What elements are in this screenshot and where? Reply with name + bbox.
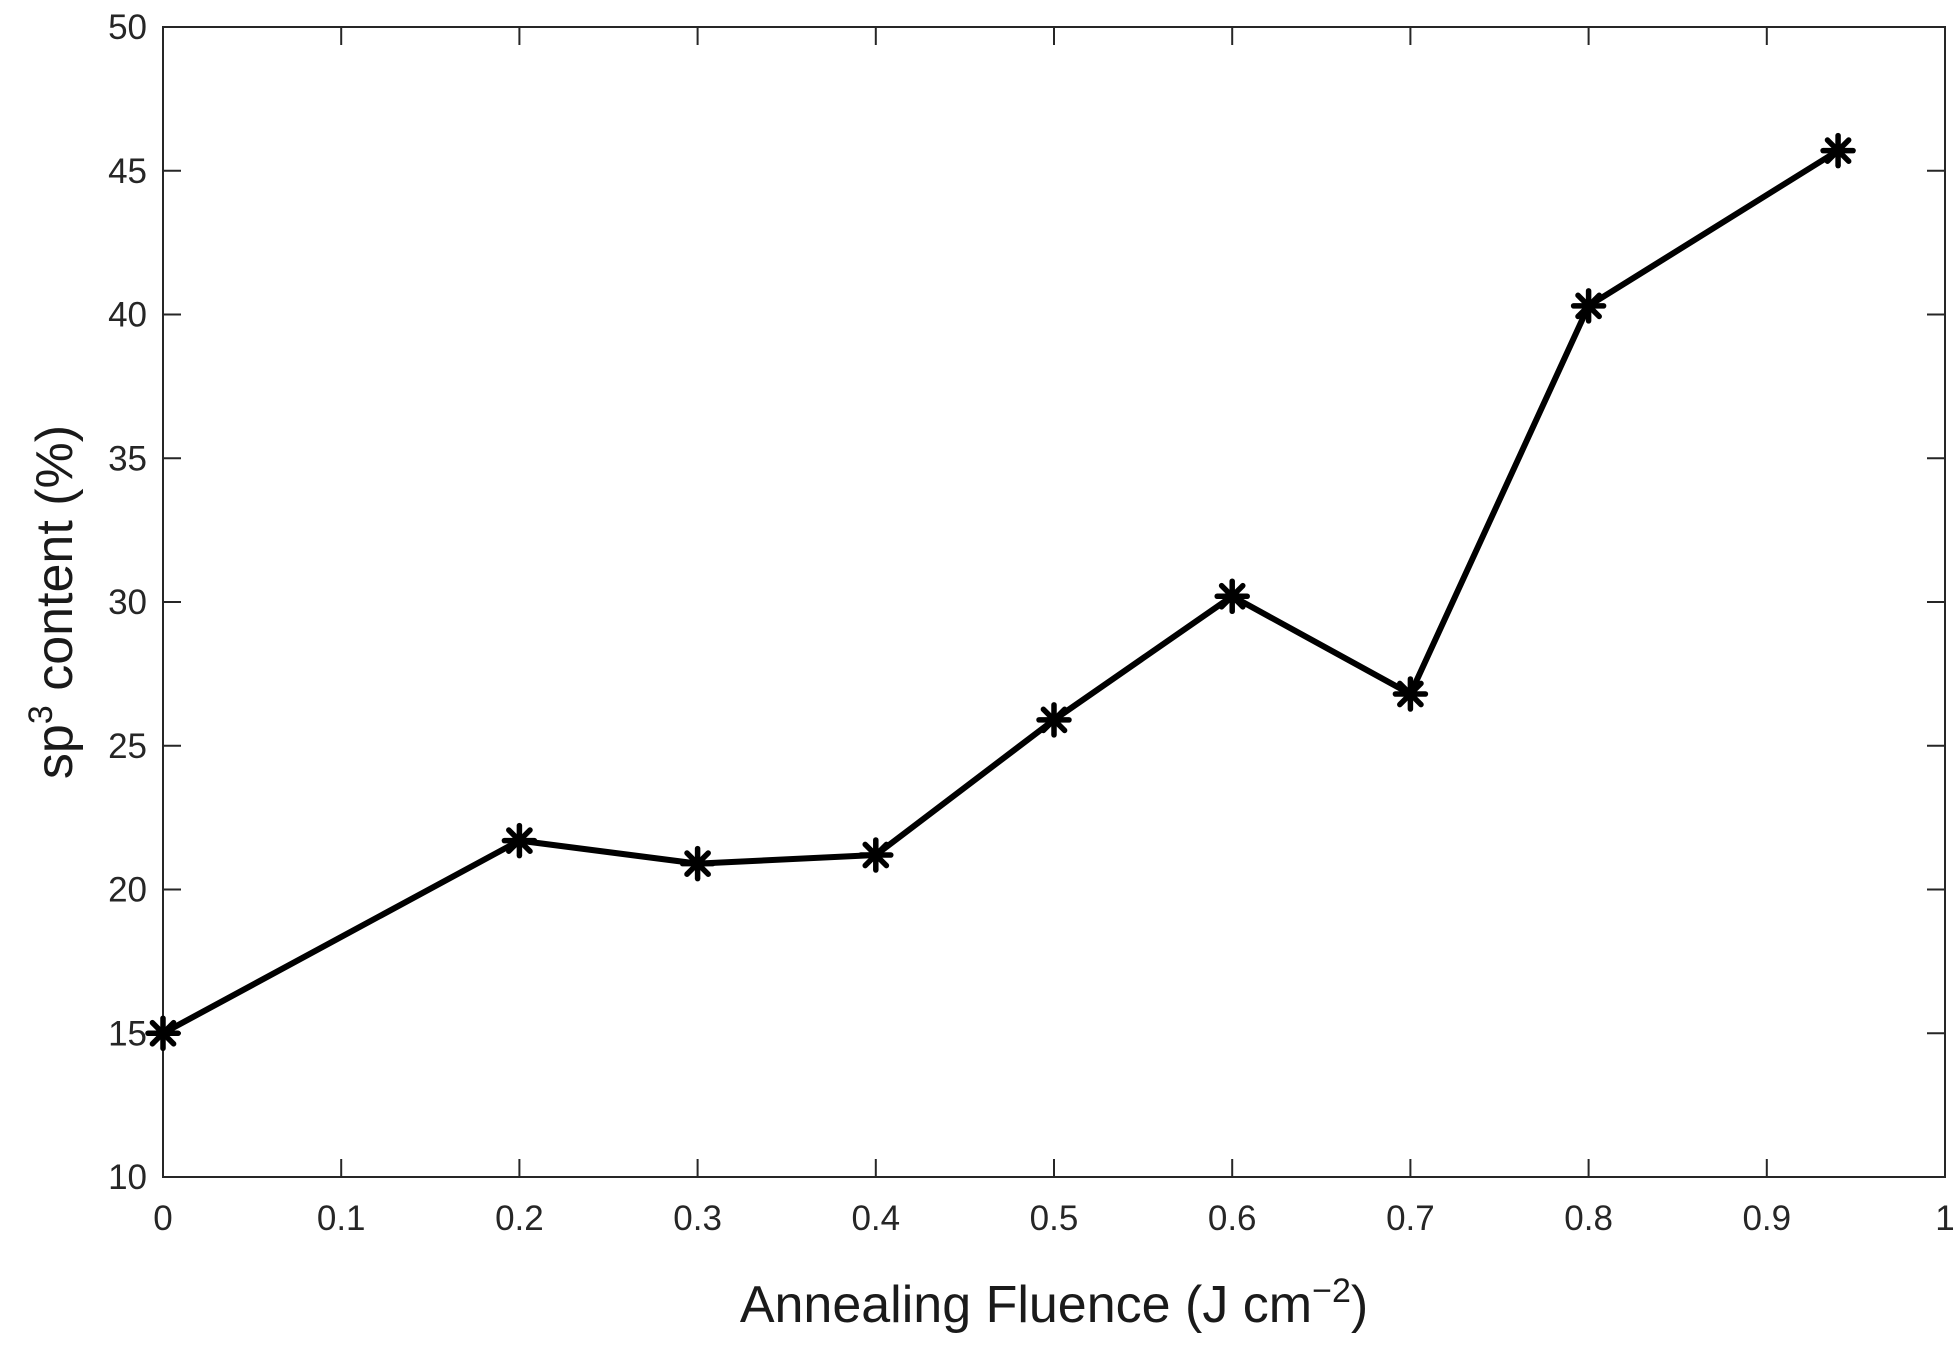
x-tick-label: 0.1 bbox=[317, 1199, 366, 1238]
data-point-marker bbox=[1570, 288, 1607, 324]
y-tick-label: 50 bbox=[108, 8, 147, 47]
x-tick-label: 0.4 bbox=[851, 1199, 900, 1238]
x-axis-ticks: 0 0.1 0.2 0.3 0.4 0.5 0.6 0.7 0.8 0.9 1 bbox=[153, 27, 1955, 1238]
y-tick-label: 35 bbox=[108, 439, 147, 478]
data-point-marker bbox=[145, 1015, 181, 1051]
x-tick-label: 0.5 bbox=[1030, 1199, 1079, 1238]
series-layer bbox=[145, 132, 1856, 1051]
x-tick-label: 1 bbox=[1935, 1199, 1954, 1238]
x-axis-title-superscript: −2 bbox=[1312, 1272, 1351, 1310]
x-tick-label: 0.3 bbox=[673, 1199, 722, 1238]
x-tick-label: 0.7 bbox=[1386, 1199, 1435, 1238]
y-tick-label: 15 bbox=[108, 1014, 147, 1053]
x-tick-label: 0.9 bbox=[1742, 1199, 1791, 1238]
x-tick-label: 0.2 bbox=[495, 1199, 544, 1238]
plot-area bbox=[162, 26, 1946, 1178]
data-point-marker bbox=[1392, 676, 1429, 712]
data-point-marker bbox=[501, 822, 538, 859]
x-tick-label: 0.8 bbox=[1564, 1199, 1613, 1238]
data-point-marker bbox=[679, 845, 716, 882]
y-tick-label: 40 bbox=[108, 296, 147, 335]
x-axis-title-tail: ) bbox=[1351, 1276, 1368, 1334]
x-tick-label: 0.6 bbox=[1208, 1199, 1257, 1238]
data-point-marker bbox=[858, 837, 894, 873]
y-tick-label: 25 bbox=[108, 727, 147, 766]
y-axis-title-base: sp bbox=[26, 724, 84, 779]
y-tick-label: 45 bbox=[108, 152, 147, 191]
data-point-marker bbox=[1036, 702, 1072, 738]
y-tick-label: 30 bbox=[108, 583, 147, 622]
x-axis-title-base: Annealing Fluence (J cm bbox=[740, 1276, 1312, 1334]
y-axis-title: sp3 content (%) bbox=[22, 425, 84, 779]
y-axis-ticks: 10 15 20 25 30 35 40 45 50 bbox=[108, 8, 1945, 1197]
y-axis-title-tail: content (%) bbox=[26, 425, 84, 705]
y-tick-label: 20 bbox=[108, 871, 147, 910]
data-point-marker bbox=[1214, 578, 1250, 614]
y-tick-label: 10 bbox=[108, 1158, 147, 1197]
y-axis-title-superscript: 3 bbox=[22, 705, 60, 724]
x-axis-title: Annealing Fluence (J cm−2) bbox=[740, 1272, 1368, 1334]
x-tick-label: 0 bbox=[153, 1199, 172, 1238]
data-point-marker bbox=[1820, 132, 1856, 169]
